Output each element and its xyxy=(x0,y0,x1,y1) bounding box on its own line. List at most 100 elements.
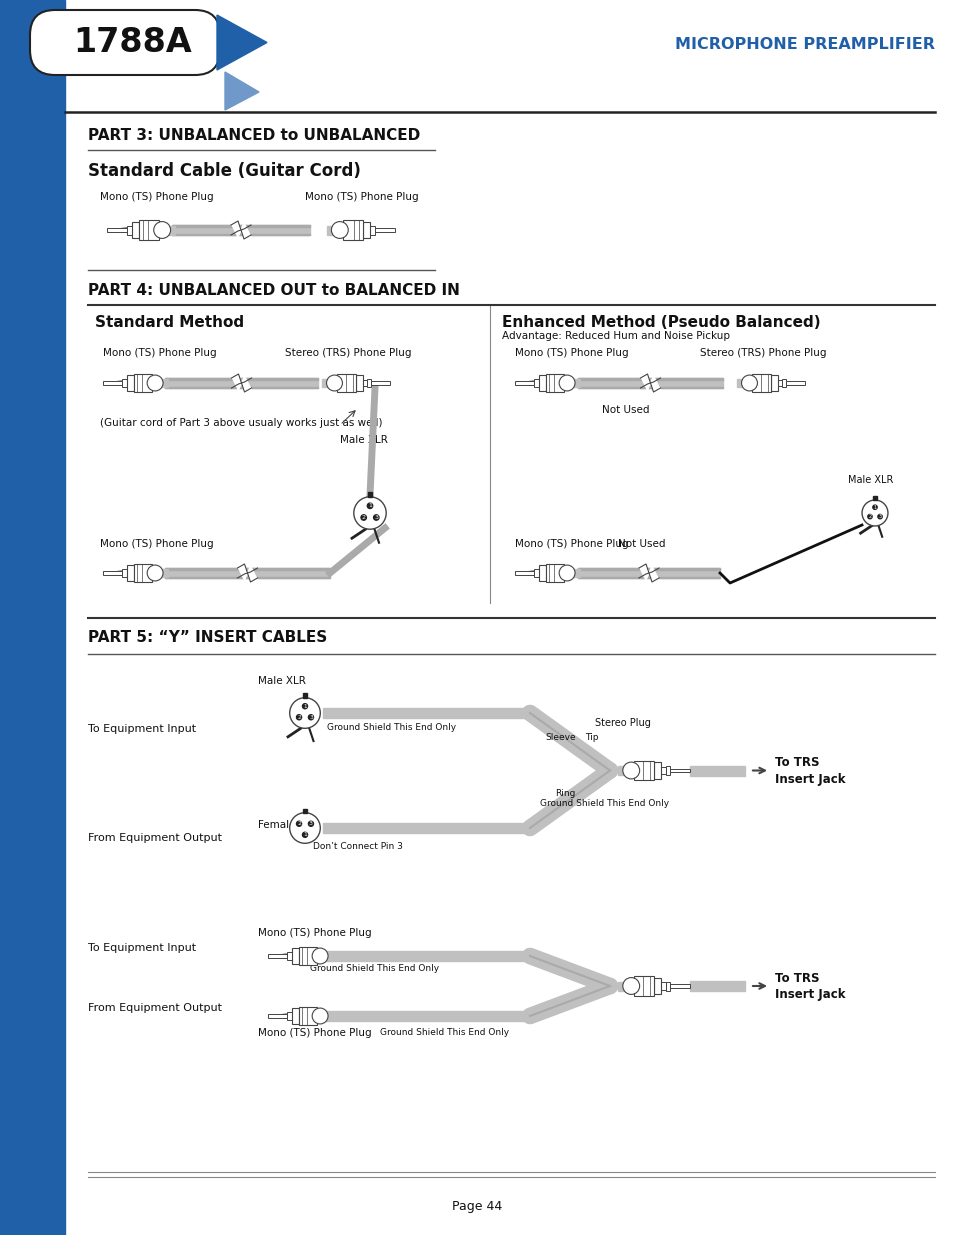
Bar xyxy=(654,978,660,994)
Bar xyxy=(323,708,530,718)
Text: MICROPHONE PREAMPLIFIER: MICROPHONE PREAMPLIFIER xyxy=(675,37,934,52)
Text: 2: 2 xyxy=(867,514,871,519)
Bar xyxy=(634,761,654,781)
Circle shape xyxy=(558,375,575,391)
Bar xyxy=(172,225,310,226)
Text: To Equipment Input: To Equipment Input xyxy=(88,944,196,953)
Text: (Guitar cord of Part 3 above usualy works just as well): (Guitar cord of Part 3 above usualy work… xyxy=(100,417,382,429)
Text: To Equipment Input: To Equipment Input xyxy=(88,724,196,734)
Bar xyxy=(872,496,876,500)
Circle shape xyxy=(360,515,366,520)
Bar xyxy=(371,382,390,384)
Polygon shape xyxy=(639,566,659,580)
Bar xyxy=(545,374,564,393)
Polygon shape xyxy=(232,375,252,390)
Bar xyxy=(362,222,370,238)
Circle shape xyxy=(872,505,876,509)
Bar xyxy=(319,1011,530,1021)
Bar xyxy=(127,375,133,390)
Bar xyxy=(0,0,65,1235)
Polygon shape xyxy=(216,15,267,70)
Text: Insert Jack: Insert Jack xyxy=(774,773,844,785)
Bar xyxy=(298,1007,317,1025)
Circle shape xyxy=(302,704,307,709)
Polygon shape xyxy=(268,953,287,958)
Bar xyxy=(139,220,159,240)
Bar xyxy=(578,378,722,388)
Text: Standard Cable (Guitar Cord): Standard Cable (Guitar Cord) xyxy=(88,162,360,180)
Text: To TRS: To TRS xyxy=(774,757,819,769)
Text: Ring: Ring xyxy=(555,788,575,798)
Bar xyxy=(545,563,564,583)
Bar xyxy=(670,984,689,988)
Text: Mono (TS) Phone Plug: Mono (TS) Phone Plug xyxy=(257,927,372,939)
Circle shape xyxy=(862,500,887,526)
Circle shape xyxy=(302,832,307,837)
Bar xyxy=(132,222,139,238)
Bar xyxy=(172,225,310,235)
Text: Stereo (TRS) Phone Plug: Stereo (TRS) Phone Plug xyxy=(700,348,825,358)
Circle shape xyxy=(622,978,639,994)
Bar xyxy=(689,766,744,776)
Bar xyxy=(665,766,670,776)
Circle shape xyxy=(374,515,378,520)
Bar xyxy=(298,947,317,966)
Bar xyxy=(165,568,330,578)
Bar xyxy=(323,823,530,832)
Bar xyxy=(103,380,122,385)
Bar xyxy=(578,577,720,578)
Bar xyxy=(268,1014,287,1018)
Bar xyxy=(578,378,722,379)
Text: PART 5: “Y” INSERT CABLES: PART 5: “Y” INSERT CABLES xyxy=(88,630,327,645)
Bar xyxy=(370,226,375,235)
Bar xyxy=(654,762,660,778)
Polygon shape xyxy=(639,375,659,390)
Bar xyxy=(303,809,306,813)
Text: Not Used: Not Used xyxy=(618,538,665,550)
Circle shape xyxy=(622,762,639,779)
Bar xyxy=(578,387,722,388)
Circle shape xyxy=(308,821,314,826)
Polygon shape xyxy=(515,571,533,576)
Text: 3: 3 xyxy=(309,715,313,720)
Bar xyxy=(292,948,298,963)
Text: Mono (TS) Phone Plug: Mono (TS) Phone Plug xyxy=(257,1028,372,1037)
Bar xyxy=(538,566,545,580)
Text: Mono (TS) Phone Plug: Mono (TS) Phone Plug xyxy=(515,348,628,358)
Text: Mono (TS) Phone Plug: Mono (TS) Phone Plug xyxy=(100,191,213,203)
Bar xyxy=(152,569,168,577)
Circle shape xyxy=(558,566,575,580)
Circle shape xyxy=(290,698,320,729)
Bar xyxy=(165,378,317,379)
Bar xyxy=(634,976,654,995)
Text: 1788A: 1788A xyxy=(73,26,192,59)
Text: Standard Method: Standard Method xyxy=(95,315,244,330)
Bar xyxy=(292,1008,298,1024)
Text: To TRS: To TRS xyxy=(774,972,819,986)
Bar xyxy=(133,563,152,583)
Bar xyxy=(752,374,770,393)
Text: 3: 3 xyxy=(878,514,881,519)
Bar xyxy=(159,226,175,235)
Bar xyxy=(538,375,545,390)
Text: Ground Shield This End Only: Ground Shield This End Only xyxy=(539,799,668,808)
Circle shape xyxy=(296,821,301,826)
Circle shape xyxy=(308,715,314,720)
Text: 2: 2 xyxy=(297,715,300,720)
Text: Mono (TS) Phone Plug: Mono (TS) Phone Plug xyxy=(100,538,213,550)
Text: Mono (TS) Phone Plug: Mono (TS) Phone Plug xyxy=(515,538,628,550)
Bar xyxy=(533,379,538,388)
Text: 3: 3 xyxy=(309,821,313,826)
Bar xyxy=(515,380,533,385)
Text: Stereo (TRS) Phone Plug: Stereo (TRS) Phone Plug xyxy=(285,348,411,358)
Bar xyxy=(777,379,781,387)
Bar xyxy=(660,982,665,989)
Text: 2: 2 xyxy=(296,821,301,826)
Text: Female XLR: Female XLR xyxy=(257,820,318,830)
Bar xyxy=(326,226,342,235)
Bar xyxy=(665,982,670,990)
Text: Male XLR: Male XLR xyxy=(847,475,892,485)
Bar xyxy=(165,568,330,569)
Text: 1: 1 xyxy=(873,505,876,510)
Text: Page 44: Page 44 xyxy=(452,1200,501,1213)
